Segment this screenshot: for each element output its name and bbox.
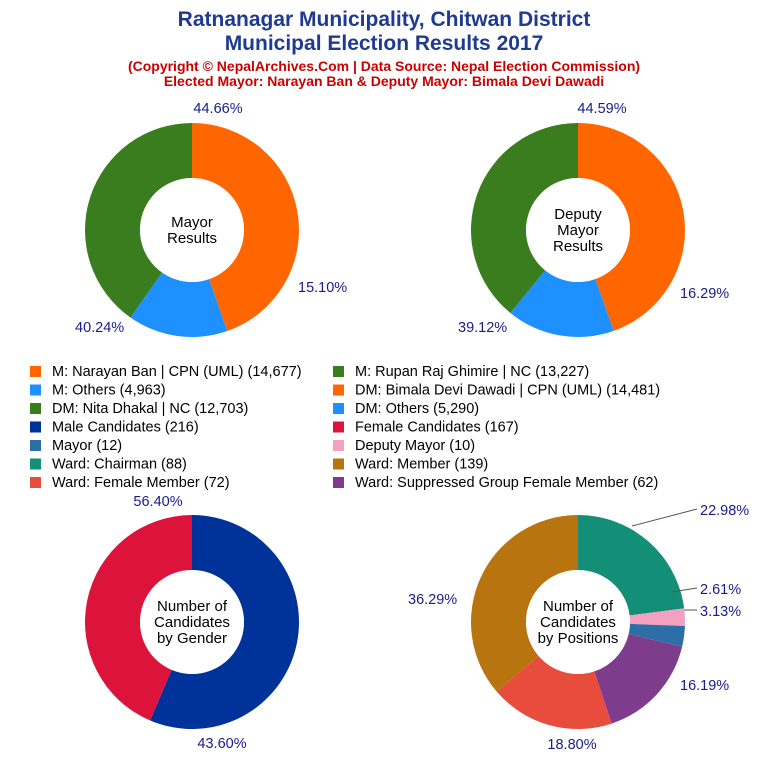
chart-title-line2: Municipal Election Results 2017 (224, 32, 544, 55)
donut-slice (496, 655, 612, 729)
legend-swatch (30, 477, 41, 488)
legend: M: Narayan Ban | CPN (UML) (14,677) M: Ru… (30, 364, 660, 491)
donut-slice (629, 608, 685, 626)
percent-label: 44.66% (193, 101, 242, 117)
donut-slice (85, 123, 192, 318)
legend-label: DM: Nita Dhakal | NC (12,703) (52, 401, 248, 417)
legend-swatch (30, 403, 41, 414)
donut-chart-4: 22.98% 2.61% 3.13% 16.19% 18.80% 36.29% Number… (408, 503, 749, 753)
legend-item: DM: Nita Dhakal | NC (12,703) (30, 401, 248, 417)
legend-swatch (30, 458, 41, 470)
donut-hole (140, 178, 244, 282)
donut-center-label: Results (553, 238, 603, 255)
legend-label: Male Candidates (216) (52, 420, 199, 436)
donut-center-label: Number of (543, 598, 614, 615)
legend-swatch (333, 440, 344, 451)
legend-label: Female Candidates (167) (355, 420, 519, 436)
donut-hole (526, 178, 630, 282)
percent-label: 2.61% (700, 582, 741, 598)
donut-center-label: Results (167, 230, 217, 247)
legend-label: DM: Others (5,290) (355, 401, 479, 417)
legend-swatch (333, 384, 344, 396)
donut-slice (471, 122, 578, 313)
percent-label: 15.10% (298, 280, 347, 296)
chart-title-line1: Ratnanagar Municipality, Chitwan Distric… (177, 8, 591, 31)
legend-item: Mayor (12) (30, 438, 122, 454)
donut-slice (471, 515, 578, 692)
legend-label: Ward: Chairman (88) (52, 457, 187, 473)
leader-line (631, 508, 698, 527)
donut-center-label: Mayor (171, 214, 213, 231)
donut-slice (510, 270, 614, 337)
legend-label: Mayor (12) (52, 438, 122, 454)
percent-label: 18.80% (547, 737, 596, 753)
donut-hole (140, 570, 244, 674)
legend-swatch (30, 366, 41, 377)
legend-label: M: Rupan Raj Ghimire | NC (13,227) (355, 364, 589, 380)
donut-slice (628, 623, 685, 647)
legend-item: Male Candidates (216) (30, 420, 199, 436)
percent-label: 16.19% (680, 678, 729, 694)
percent-label: 39.12% (458, 320, 507, 336)
percent-label: 40.24% (75, 320, 124, 336)
legend-label: Ward: Female Member (72) (52, 475, 230, 491)
legend-item: Ward: Member (139) (333, 457, 488, 473)
legend-item: DM: Bimala Devi Dawadi | CPN (UML) (14,4… (333, 383, 660, 399)
legend-item: M: Narayan Ban | CPN (UML) (14,677) (30, 364, 302, 380)
percent-label: 3.13% (700, 604, 741, 620)
legend-item: DM: Others (5,290) (333, 401, 479, 417)
copyright-note: (Copyright © NepalArchives.Com | Data So… (127, 58, 641, 74)
percent-label: 22.98% (700, 503, 749, 519)
legend-swatch (333, 403, 344, 414)
legend-swatch (30, 440, 41, 451)
legend-swatch (30, 421, 41, 433)
legend-swatch (333, 421, 344, 433)
percent-label: 43.60% (197, 736, 246, 752)
legend-item: Female Candidates (167) (333, 420, 519, 436)
legend-swatch (333, 366, 344, 377)
legend-item: Ward: Suppressed Group Female Member (62… (333, 475, 658, 491)
legend-label: DM: Bimala Devi Dawadi | CPN (UML) (14,4… (355, 383, 660, 399)
legend-item: Ward: Chairman (88) (30, 457, 187, 473)
percent-label: 44.59% (577, 101, 626, 117)
legend-label: Deputy Mayor (10) (355, 438, 475, 454)
legend-swatch (30, 384, 41, 396)
legend-swatch (333, 458, 344, 470)
legend-label: Ward: Member (139) (355, 457, 488, 473)
donut-center-label: Candidates (154, 614, 230, 631)
percent-label: 36.29% (408, 592, 457, 608)
legend-swatch (333, 477, 344, 488)
donut-slice (578, 515, 685, 616)
donut-slice (85, 515, 192, 721)
donut-center-label: by Gender (157, 630, 227, 647)
donut-slice (150, 515, 300, 729)
donut-slice (594, 634, 683, 724)
legend-label: M: Others (4,963) (52, 383, 166, 399)
percent-label: 16.29% (680, 286, 729, 302)
donut-center-label: by Positions (538, 630, 619, 647)
legend-item: M: Others (4,963) (30, 383, 166, 399)
donut-slice (192, 123, 299, 332)
legend-item: Ward: Female Member (72) (30, 475, 230, 491)
legend-item: M: Rupan Raj Ghimire | NC (13,227) (333, 364, 589, 380)
legend-label: M: Narayan Ban | CPN (UML) (14,677) (52, 364, 302, 380)
donut-hole (526, 570, 630, 674)
donut-slice (130, 272, 228, 337)
legend-label: Ward: Suppressed Group Female Member (62… (355, 475, 658, 491)
leader-line (671, 587, 698, 593)
donut-center-label: Deputy (554, 206, 602, 223)
donut-center-label: Candidates (540, 614, 616, 631)
donut-slice (578, 123, 685, 331)
elected-officials-note: Elected Mayor: Narayan Ban & Deputy Mayo… (163, 73, 605, 89)
donut-center-label: Number of (157, 598, 228, 615)
donut-center-label: Mayor (557, 222, 599, 239)
legend-item: Deputy Mayor (10) (333, 438, 475, 454)
percent-label: 56.40% (133, 494, 182, 510)
